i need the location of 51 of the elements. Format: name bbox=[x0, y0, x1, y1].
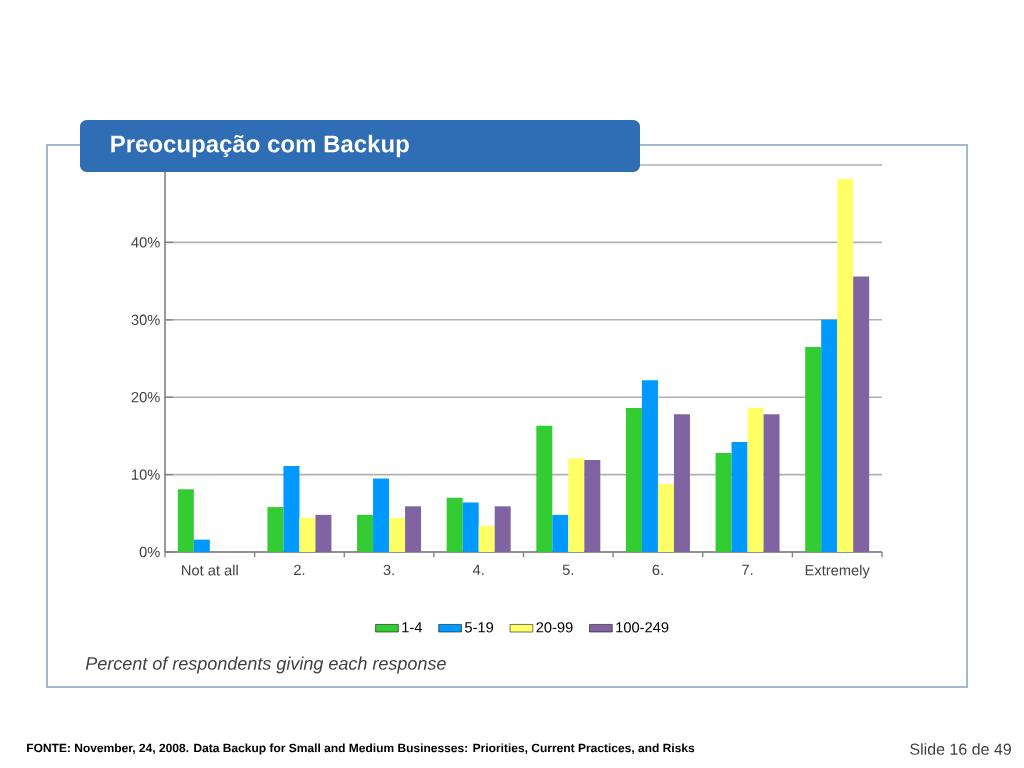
bar bbox=[494, 506, 511, 552]
bar bbox=[853, 276, 870, 552]
legend-label: 100-249 bbox=[616, 622, 669, 633]
bar bbox=[478, 525, 495, 552]
bar bbox=[731, 442, 748, 552]
bar bbox=[673, 414, 690, 552]
bar bbox=[821, 319, 838, 552]
bar bbox=[625, 408, 642, 552]
bar bbox=[193, 539, 210, 552]
bar bbox=[267, 507, 284, 552]
y-tick-label: 20% bbox=[131, 392, 160, 403]
bar bbox=[373, 478, 390, 552]
bar bbox=[177, 489, 194, 552]
bar bbox=[641, 380, 658, 552]
x-tick-label: 6. bbox=[652, 564, 663, 576]
legend-label: 20-99 bbox=[536, 622, 573, 633]
source-note: FONTE: November, 24, 2008. Data Backup for Small and Medium Businesses: Priorities, Current Practices, and Risks bbox=[27, 743, 695, 755]
x-tick-label: 3. bbox=[383, 564, 394, 576]
bar bbox=[837, 178, 854, 552]
bar bbox=[584, 459, 601, 552]
text: Slide 16 de 49 bbox=[910, 743, 1011, 755]
bar bbox=[805, 346, 822, 552]
x-tick-label: 2. bbox=[294, 564, 305, 575]
text: Percent of respondents giving each response bbox=[85, 656, 446, 674]
bar bbox=[315, 514, 332, 552]
bar bbox=[405, 506, 422, 552]
legend-label: 5-19 bbox=[465, 622, 494, 633]
x-tick-label: 4. bbox=[472, 564, 484, 575]
bar bbox=[747, 408, 764, 552]
bar bbox=[552, 514, 569, 552]
y-tick-label: 10% bbox=[132, 469, 160, 480]
y-tick-label: 30% bbox=[131, 314, 160, 325]
bar bbox=[283, 466, 300, 552]
y-tick-label: 40% bbox=[131, 237, 160, 248]
bar bbox=[357, 514, 374, 552]
x-tick-label: Extremely bbox=[805, 564, 870, 579]
bar bbox=[715, 452, 732, 552]
bar bbox=[657, 483, 674, 552]
legend-label: 1-4 bbox=[402, 622, 423, 633]
bar bbox=[536, 425, 553, 552]
bar bbox=[389, 517, 406, 552]
x-tick-label: 5. bbox=[562, 564, 574, 575]
bar bbox=[568, 458, 585, 552]
bar bbox=[446, 497, 463, 552]
bar bbox=[763, 414, 780, 552]
chart-title: Preocupação com Backup bbox=[111, 134, 409, 158]
x-tick-label: 7. bbox=[742, 564, 753, 575]
bar bbox=[462, 502, 479, 552]
bar bbox=[299, 517, 316, 552]
y-tick-label: 0% bbox=[139, 546, 160, 558]
x-tick-label: Not at all bbox=[182, 564, 238, 576]
